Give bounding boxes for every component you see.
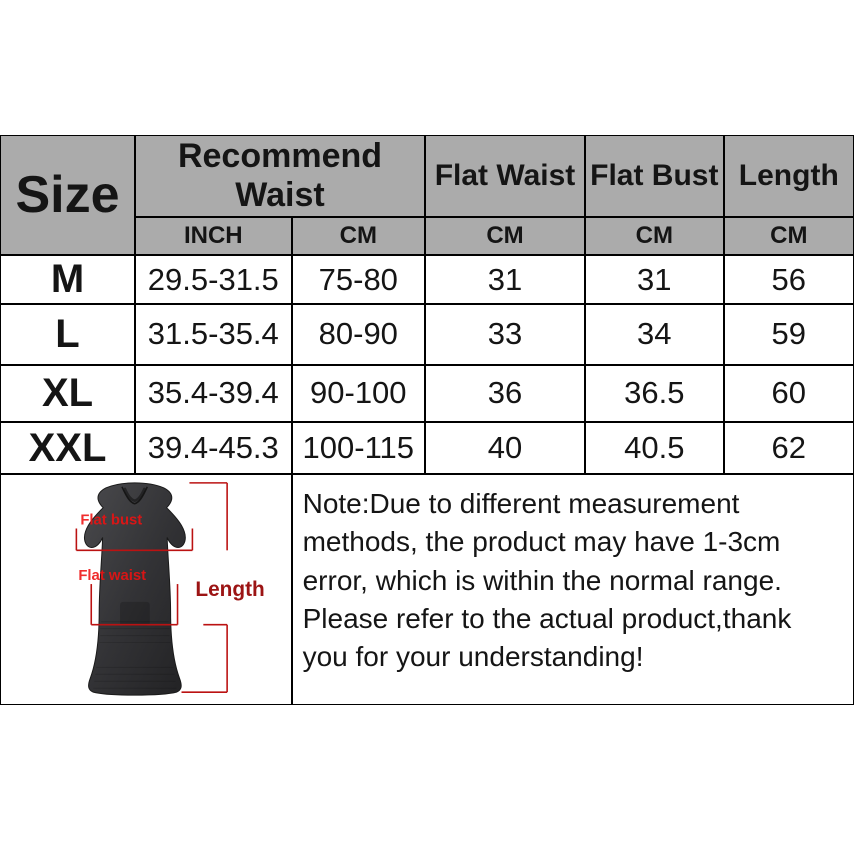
- svg-text:Length: Length: [195, 577, 264, 600]
- svg-text:Flat bust: Flat bust: [80, 512, 142, 528]
- svg-text:Flat waist: Flat waist: [78, 568, 146, 584]
